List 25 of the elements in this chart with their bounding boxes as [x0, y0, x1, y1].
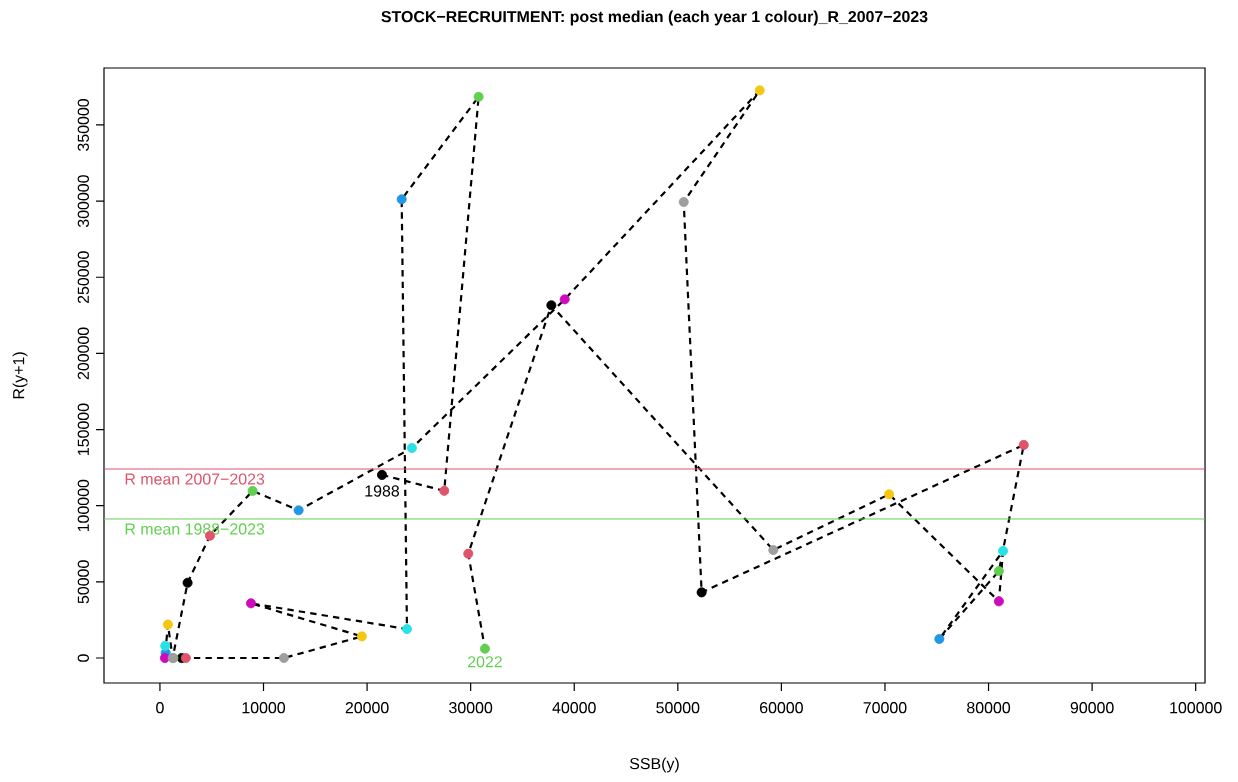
x-tick-label: 70000 — [863, 702, 907, 714]
x-tick-label: 100000 — [1170, 702, 1222, 714]
y-tick-label: 250000 — [77, 251, 89, 304]
y-tick-label: 350000 — [77, 98, 89, 151]
ref-line-label: R mean 2007−2023 — [125, 473, 265, 485]
x-tick-label: 30000 — [449, 702, 493, 714]
x-tick-label: 40000 — [552, 702, 596, 714]
y-tick-label: 100000 — [77, 479, 89, 532]
x-tick-label: 20000 — [345, 702, 389, 714]
x-tick-label: 0 — [156, 702, 164, 714]
chart-title: STOCK−RECRUITMENT: post median (each year 1 colour)_R_2007−2023 — [381, 10, 928, 26]
annotation: 2022 — [468, 656, 502, 668]
y-tick-label: 150000 — [77, 403, 89, 455]
x-tick-label: 60000 — [760, 702, 803, 714]
annotation: 1988 — [365, 485, 400, 497]
y-axis-title: R(y+1) — [12, 352, 28, 399]
y-tick-label: 0 — [77, 654, 89, 662]
x-tick-label: 50000 — [656, 702, 700, 714]
y-tick-label: 50000 — [77, 560, 89, 604]
x-axis-title: SSB(y) — [629, 757, 679, 773]
x-tick-label: 10000 — [242, 702, 286, 714]
y-tick-label: 200000 — [77, 327, 89, 380]
x-tick-label: 90000 — [1070, 702, 1114, 714]
x-tick-label: 80000 — [967, 702, 1011, 714]
y-tick-label: 300000 — [77, 175, 89, 228]
